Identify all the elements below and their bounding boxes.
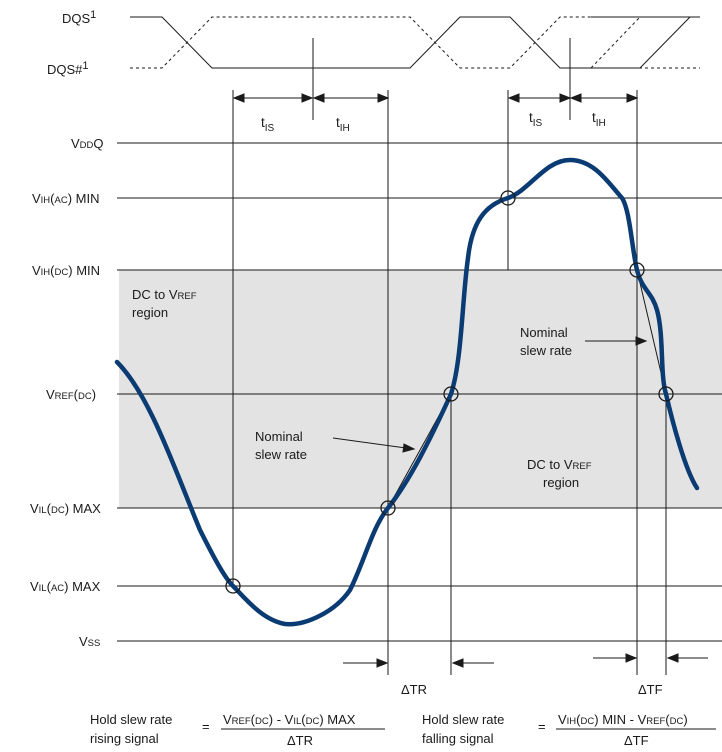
formula-falling-label-line2: falling signal [422, 731, 494, 746]
formula-rising-denominator: ΔTR [287, 733, 313, 748]
vil-ac-max-label: VIL(AC) MAX [30, 579, 101, 594]
vil-dc-max-label: VIL(DC) MAX [30, 501, 101, 516]
upper-region-label-line2: region [132, 305, 168, 320]
formula-rising-label-line1: Hold slew rate [90, 712, 172, 727]
annotation-arrows [332, 336, 648, 453]
formula-falling-equals: = [538, 719, 546, 734]
signal-waveform [114, 157, 700, 627]
dqs-waveform [130, 16, 700, 69]
crossing-point-vih-ac [500, 190, 516, 206]
vih-dc-min-label: VIH(DC) MIN [32, 263, 100, 278]
tih-label-1: tIH [336, 115, 350, 134]
timing-arrows [232, 93, 639, 103]
vddq-label: VDDQ [71, 136, 104, 151]
crossing-point-vref-rising [443, 386, 459, 402]
crossing-point-vil-ac [225, 578, 241, 594]
lower-region-label-line1: DC to VREF [527, 457, 592, 472]
nominal-rising-label-line2: slew rate [255, 447, 307, 462]
formula-rising-equals: = [202, 719, 210, 734]
delta-arrows [343, 653, 708, 668]
tis-label-1: tIS [261, 115, 275, 134]
nominal-falling-label-line1: Nominal [520, 325, 568, 340]
formula-rising-label-line2: rising signal [90, 731, 159, 746]
upper-region-label-line1: DC to VREF [132, 287, 197, 302]
lower-region-label-line2: region [543, 475, 579, 490]
tis-label-2: tIS [529, 110, 543, 129]
tih-label-2: tIH [592, 110, 606, 129]
dc-to-vref-region-shading [119, 270, 722, 508]
vref-dc-label: VREF(DC) [46, 387, 96, 402]
crossing-points [225, 190, 674, 594]
formula-falling-numerator: VIH(DC) MIN - VREF(DC) [558, 712, 688, 727]
formula-falling-denominator: ΔTF [624, 733, 649, 748]
dqs-label: DQS1 [62, 9, 96, 26]
formula-rising-numerator: VREF(DC) - VIL(DC) MAX [223, 712, 356, 727]
crossing-point-vil-dc [380, 500, 396, 516]
delta-tf-label: ΔTF [638, 682, 663, 697]
nominal-falling-label-line2: slew rate [520, 343, 572, 358]
nominal-rising-label-line1: Nominal [255, 429, 303, 444]
dqs-n-label: DQS#1 [47, 60, 89, 77]
formula-falling-label-line1: Hold slew rate [422, 712, 504, 727]
crossing-point-vref-falling [658, 386, 674, 402]
delta-tr-label: ΔTR [401, 682, 427, 697]
vih-ac-min-label: VIH(AC) MIN [32, 191, 100, 206]
vss-label: VSS [79, 634, 100, 649]
crossing-point-vih-dc [629, 262, 645, 278]
